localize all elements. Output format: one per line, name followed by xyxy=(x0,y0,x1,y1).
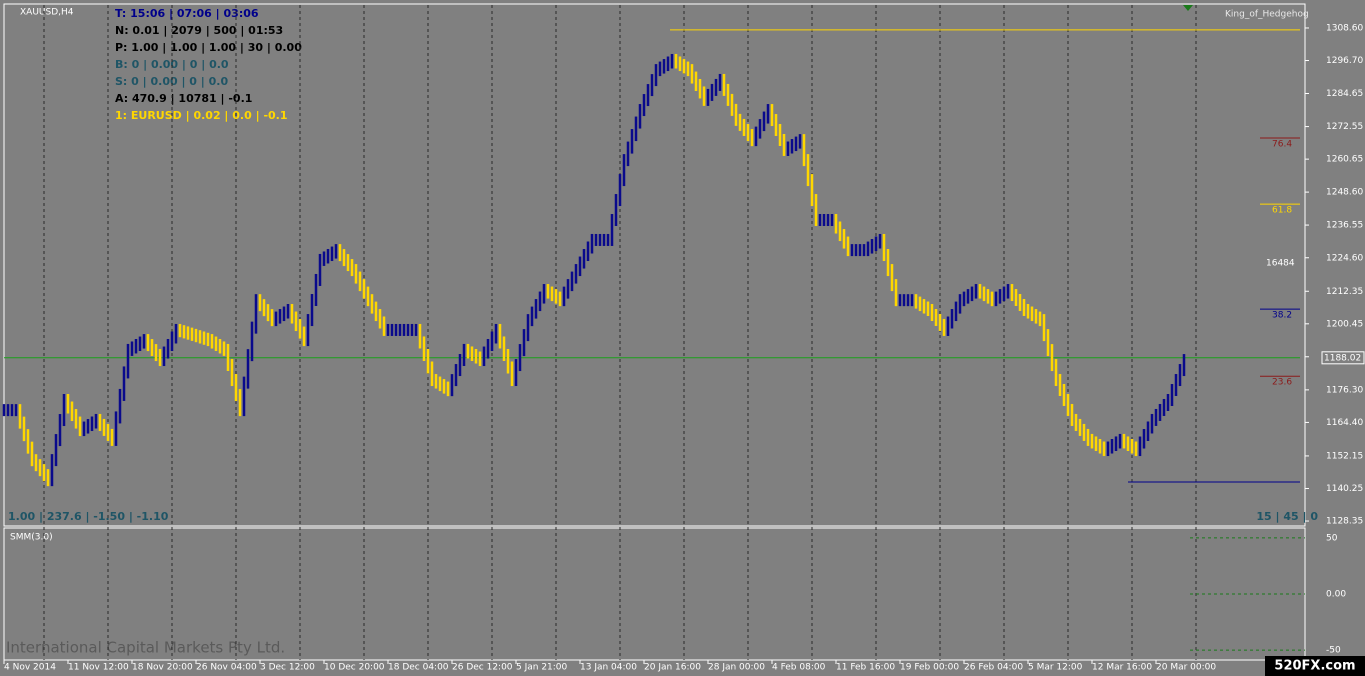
x-tick-label: 18 Nov 20:00 xyxy=(132,663,193,673)
y-tick-label: 1224.60 xyxy=(1326,253,1363,263)
info-line: 1: EURUSD | 0.02 | 0.0 | -0.1 xyxy=(115,109,288,122)
x-tick-label: 13 Jan 04:00 xyxy=(580,663,637,673)
fib-label: 23.6 xyxy=(1272,378,1292,388)
x-tick-label: 3 Dec 12:00 xyxy=(260,663,315,673)
price-box xyxy=(1321,351,1365,365)
stats-right: 15 | 45 | 0 xyxy=(1256,510,1318,523)
x-tick-label: 26 Nov 04:00 xyxy=(196,663,257,673)
x-tick-label: 19 Feb 00:00 xyxy=(900,663,959,673)
x-tick-label: 5 Jan 21:00 xyxy=(516,663,568,673)
broker: International Capital Markets Pty Ltd. xyxy=(6,639,285,657)
x-tick-label: 20 Mar 00:00 xyxy=(1156,663,1216,673)
info-line: P: 1.00 | 1.00 | 1.00 | 30 | 0.00 xyxy=(115,41,302,54)
x-tick-label: 26 Dec 12:00 xyxy=(452,663,513,673)
y-tick-label: 1296.70 xyxy=(1326,56,1363,66)
y-tick-label: 1248.60 xyxy=(1326,188,1363,198)
y-tick-label: 1128.35 xyxy=(1326,517,1363,527)
y-tick-label: 1308.60 xyxy=(1326,23,1363,33)
x-tick-label: 18 Dec 04:00 xyxy=(388,663,449,673)
watermark: 520FX.com xyxy=(1274,659,1355,674)
x-tick-label: 4 Feb 08:00 xyxy=(772,663,826,673)
fib-label: 38.2 xyxy=(1272,311,1292,321)
watermark-box xyxy=(1265,656,1365,676)
indicator-tick-label: -50 xyxy=(1326,646,1341,656)
x-tick-label: 11 Feb 16:00 xyxy=(836,663,895,673)
y-tick-label: 1164.40 xyxy=(1326,418,1363,428)
x-tick-label: 12 Mar 16:00 xyxy=(1092,663,1152,673)
y-tick-label: 1212.35 xyxy=(1326,287,1363,297)
y-tick-label: 1200.45 xyxy=(1326,319,1363,329)
x-tick-label: 4 Nov 2014 xyxy=(4,663,56,673)
info-line: T: 15:06 | 07:06 | 03:06 xyxy=(115,7,259,20)
range-label: 16484 xyxy=(1266,259,1295,269)
x-tick-label: 11 Nov 12:00 xyxy=(68,663,129,673)
stats-left: 1.00 | 237.6 | -1.50 | -1.10 xyxy=(8,510,169,523)
symbol: XAUUSD,H4 xyxy=(20,8,74,18)
fib-label: 76.4 xyxy=(1272,139,1292,149)
y-tick-label: 1152.15 xyxy=(1326,451,1363,461)
y-tick-label: 1284.65 xyxy=(1326,89,1363,99)
author: King_of_Hedgehog xyxy=(1225,10,1309,20)
indicator-tick-label: 0.00 xyxy=(1326,590,1346,600)
x-tick-label: 28 Jan 00:00 xyxy=(708,663,765,673)
info-line: A: 470.9 | 10781 | -0.1 xyxy=(115,92,252,105)
info-line: N: 0.01 | 2079 | 500 | 01:53 xyxy=(115,24,283,37)
y-tick-label: 1260.65 xyxy=(1326,155,1363,165)
y-tick-label: 1236.55 xyxy=(1326,221,1363,231)
main-frame xyxy=(3,3,1306,527)
y-tick-label: 1176.30 xyxy=(1326,385,1363,395)
y-tick-label: 1140.25 xyxy=(1326,484,1363,494)
info-line: S: 0 | 0.00 | 0 | 0.0 xyxy=(115,75,228,88)
indicator-name: SMM(3.0) xyxy=(10,533,53,543)
price-label: 1188.02 xyxy=(1324,353,1361,363)
x-tick-label: 10 Dec 20:00 xyxy=(324,663,385,673)
fib-label: 61.8 xyxy=(1272,206,1292,216)
x-tick-label: 5 Mar 12:00 xyxy=(1028,663,1083,673)
y-tick-label: 1272.55 xyxy=(1326,122,1363,132)
indicator-tick-label: 50 xyxy=(1326,533,1338,543)
marker xyxy=(1183,5,1193,11)
x-tick-label: 26 Feb 04:00 xyxy=(964,663,1023,673)
info-line: B: 0 | 0.00 | 0 | 0.0 xyxy=(115,58,229,71)
x-tick-label: 20 Jan 16:00 xyxy=(644,663,701,673)
